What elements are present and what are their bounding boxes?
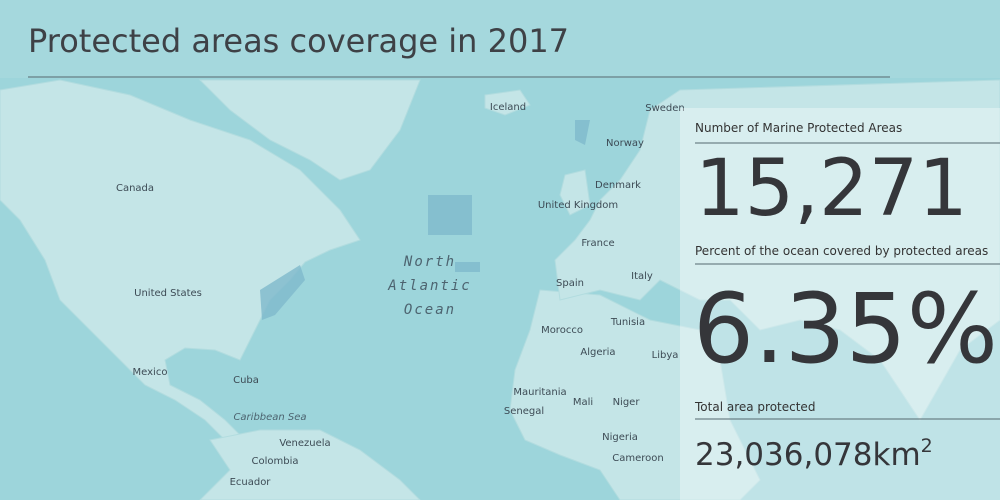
place-label: Venezuela: [279, 438, 330, 449]
place-label: Mauritania: [513, 387, 566, 398]
ocean-label: Ocean: [404, 302, 456, 318]
place-label: Mexico: [133, 367, 168, 378]
land: [0, 79, 1000, 500]
place-label: United Kingdom: [538, 200, 618, 211]
place-label: Denmark: [595, 180, 641, 191]
place-label: United States: [134, 288, 202, 299]
place-label: France: [581, 238, 614, 249]
stat-label: Total area protected: [694, 400, 815, 414]
protected-area: [260, 120, 590, 320]
place-label: Iceland: [490, 102, 526, 113]
stat-value: 6.35%: [693, 273, 998, 385]
place-label: Cuba: [233, 375, 259, 386]
map-labels: Iceland Sweden Norway Canada United King…: [116, 102, 685, 488]
stat-value: 23,036,078km2: [695, 435, 933, 473]
place-label: Italy: [631, 271, 653, 282]
place-label: Libya: [652, 350, 679, 361]
place-label: Sweden: [645, 103, 685, 114]
place-label: Niger: [613, 397, 641, 408]
place-label: Colombia: [252, 456, 299, 467]
place-label: Norway: [606, 138, 644, 149]
stat-label: Number of Marine Protected Areas: [695, 121, 902, 135]
page-title: Protected areas coverage in 2017: [28, 22, 569, 60]
place-label: Canada: [116, 183, 154, 194]
stat-value: 15,271: [695, 144, 968, 234]
place-label: Cameroon: [612, 453, 663, 464]
stat-label: Percent of the ocean covered by protecte…: [695, 244, 988, 258]
stat-value-sup: 2: [921, 435, 933, 457]
stat-value-main: 23,036,078km: [695, 437, 921, 473]
ocean-label: Atlantic: [387, 278, 471, 294]
ocean-label: North: [403, 254, 456, 270]
place-label: Morocco: [541, 325, 583, 336]
place-label: Senegal: [504, 406, 544, 417]
place-label: Algeria: [580, 347, 615, 358]
place-label: Tunisia: [610, 317, 645, 328]
header-bar: [0, 0, 1000, 78]
place-label: Spain: [556, 278, 584, 289]
stats-panel: [680, 108, 1000, 500]
place-label: Nigeria: [602, 432, 638, 443]
place-label: Mali: [573, 397, 593, 408]
place-label: Ecuador: [230, 477, 272, 488]
sea-label: Caribbean Sea: [233, 412, 306, 423]
